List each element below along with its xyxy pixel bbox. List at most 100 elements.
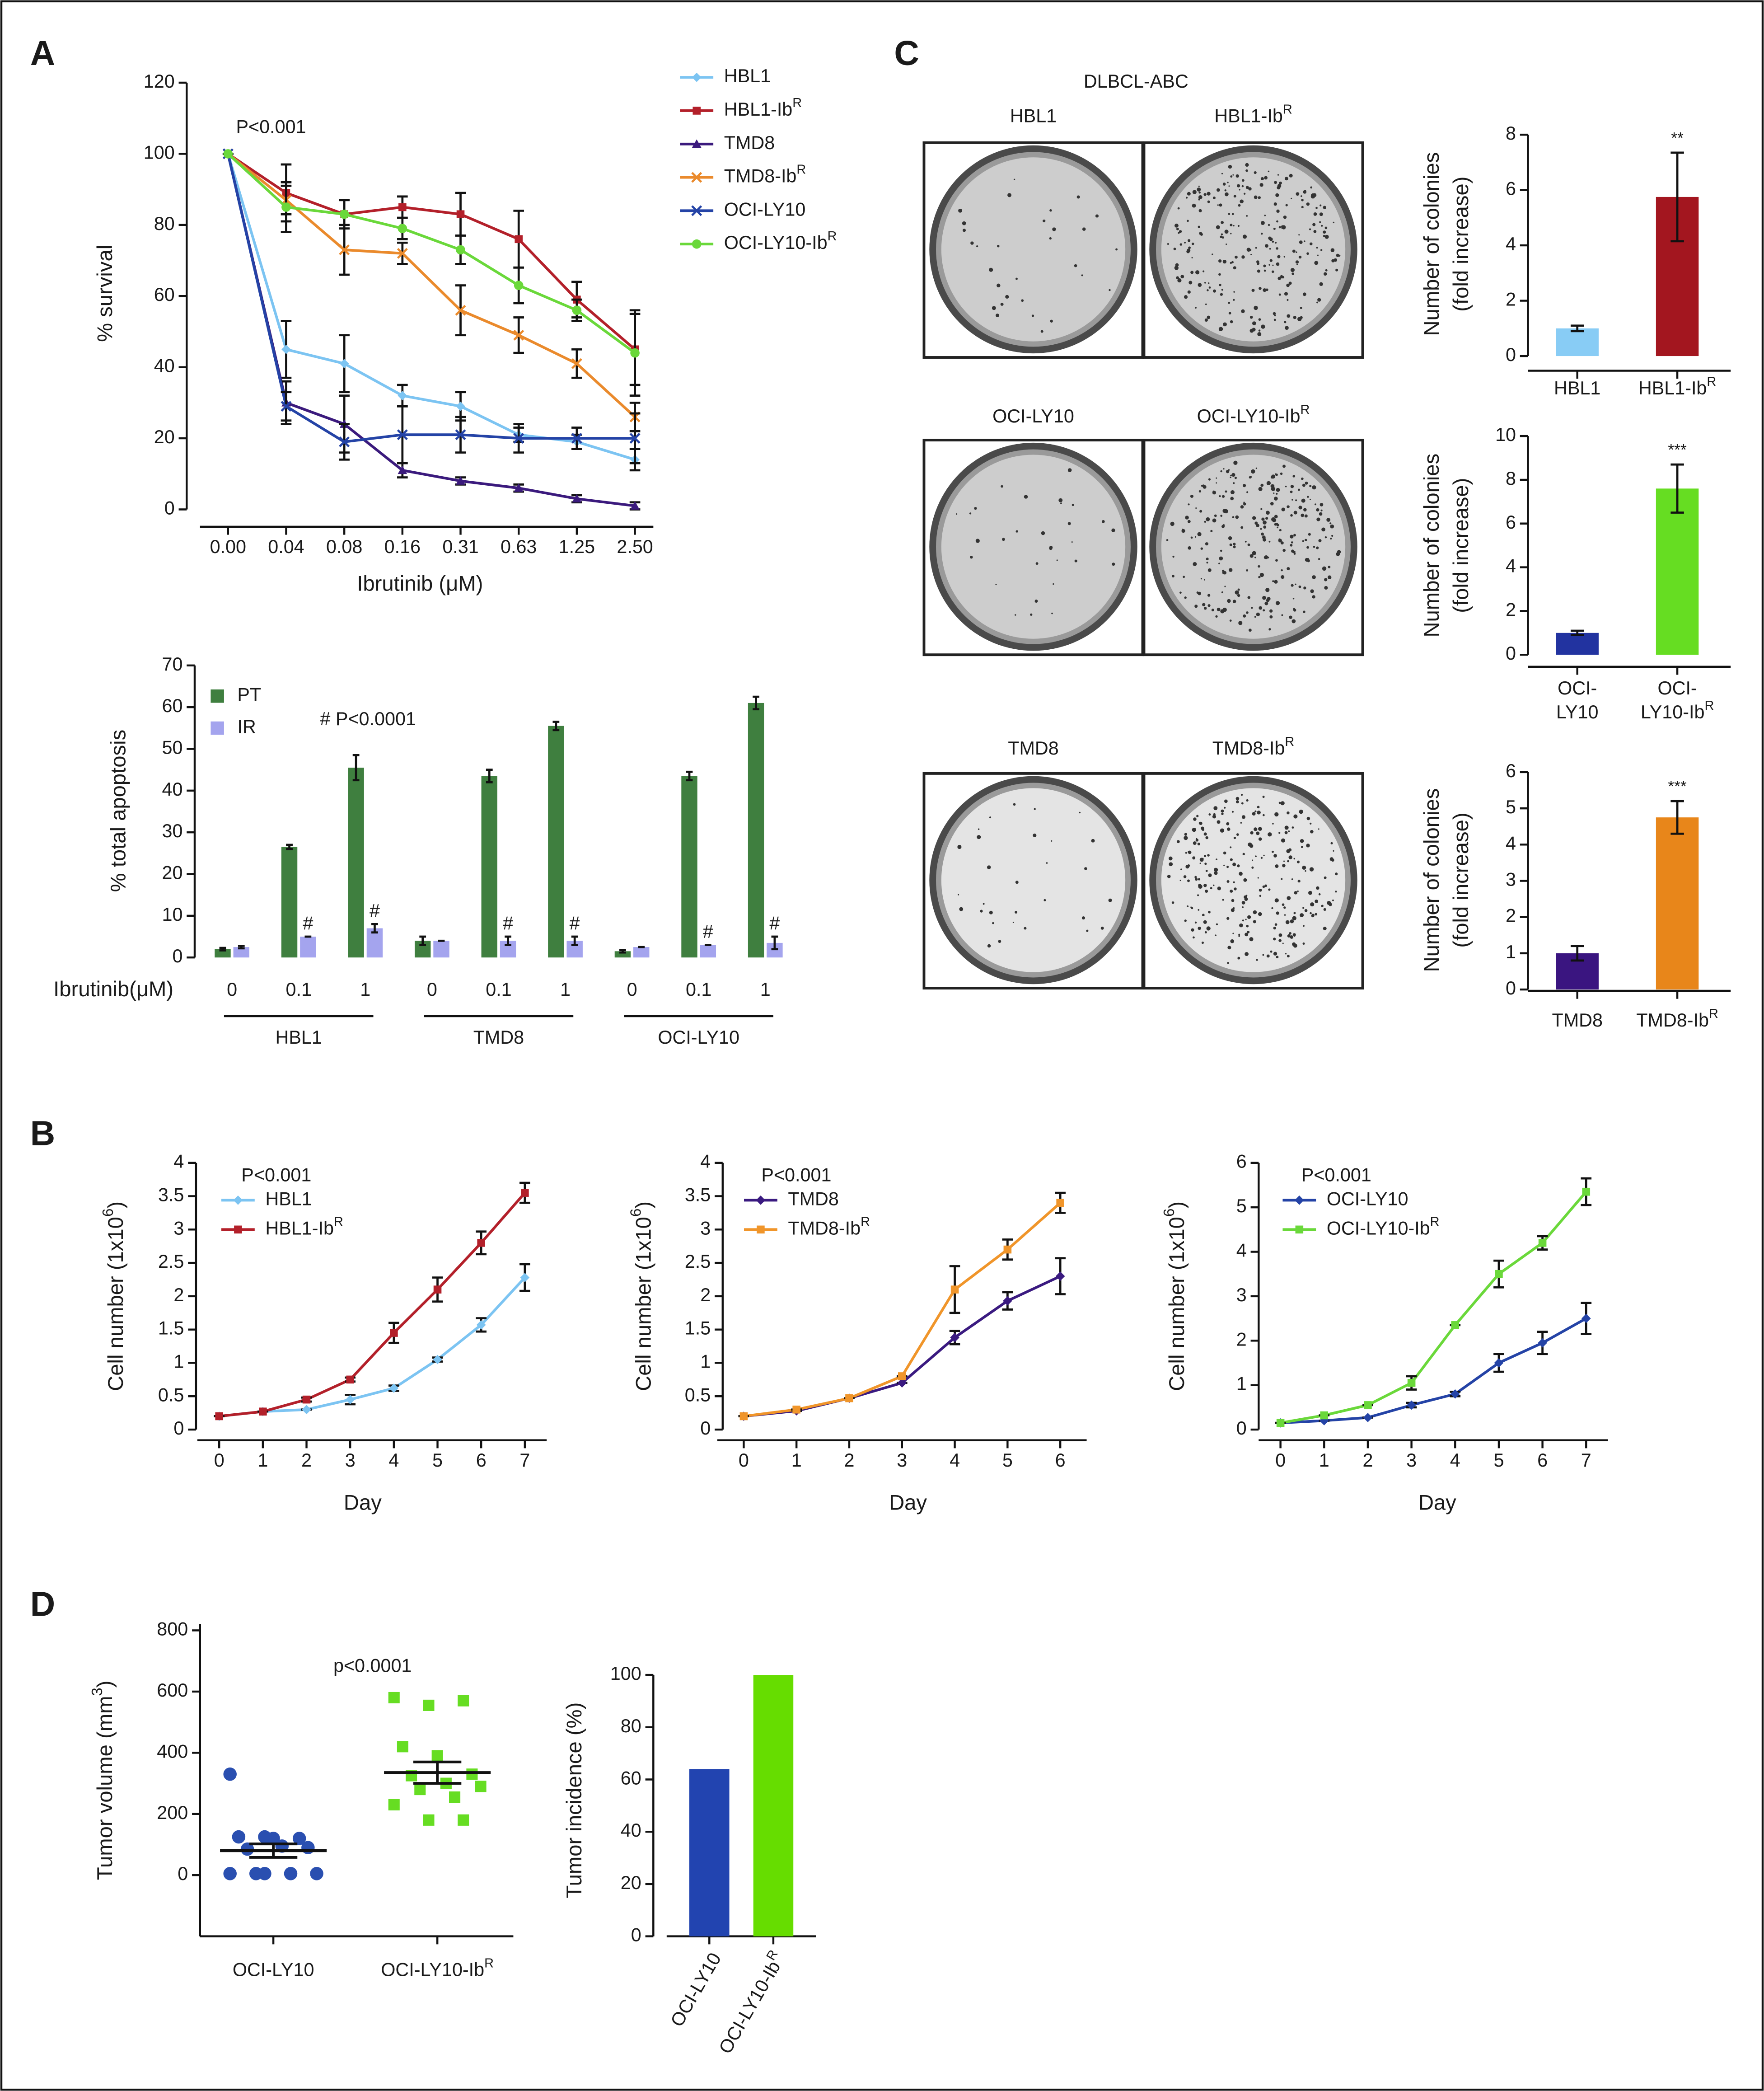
y-tick-label: 20: [154, 427, 175, 447]
colony: [1275, 601, 1280, 605]
colony: [1317, 298, 1321, 302]
dish-plate: [941, 455, 1126, 639]
colony: [1287, 505, 1290, 508]
colony: [1310, 902, 1315, 907]
x-tick-label: OCI-: [1657, 678, 1697, 699]
marker: [423, 1814, 435, 1826]
colony: [1301, 846, 1303, 849]
colony: [1293, 511, 1297, 515]
colony: [1217, 607, 1221, 611]
colony: [1230, 474, 1232, 477]
y-tick-label: 50: [162, 737, 182, 758]
colony: [1190, 271, 1194, 274]
legend-label: TMD8: [724, 132, 775, 153]
x-tick-label: 1: [791, 1450, 802, 1471]
colony: [1246, 491, 1249, 493]
bar-annotation: #: [303, 913, 313, 933]
colony: [1324, 234, 1329, 239]
x-tick-label: 1.25: [559, 536, 595, 557]
y-tick-label: 40: [154, 356, 175, 376]
colony: [1203, 832, 1207, 836]
marker: [284, 1867, 298, 1880]
colony: [1245, 169, 1248, 172]
x-axis-label: Ibrutinib(μM): [53, 977, 173, 1001]
colony: [1221, 809, 1224, 813]
colony: [1301, 199, 1304, 202]
x-tick-label: LY10: [1556, 702, 1598, 722]
colony: [1221, 233, 1223, 235]
colony: [1261, 532, 1264, 536]
marker: [423, 1699, 435, 1711]
colony: [1230, 262, 1232, 264]
colony: [1188, 281, 1193, 285]
colony: [1312, 223, 1316, 226]
colony: [1330, 524, 1334, 529]
colony: [1241, 901, 1245, 905]
marker: [515, 235, 523, 244]
colony: [1321, 225, 1323, 227]
colony: [1193, 856, 1195, 858]
x-tick-label: 0.16: [384, 536, 421, 557]
colony: [1291, 878, 1293, 880]
colony: [1260, 177, 1264, 181]
colony: [1276, 488, 1280, 492]
marker: [258, 1867, 271, 1880]
colony: [1178, 232, 1180, 234]
x-tick-label: TMD8: [1552, 1010, 1602, 1031]
x-tick-label: 2: [1362, 1450, 1373, 1471]
y-tick-label: 2: [1236, 1329, 1247, 1350]
colony: [1274, 314, 1276, 317]
colony: [1266, 954, 1270, 958]
colony: [1034, 808, 1036, 810]
colony: [1242, 919, 1244, 922]
colony: [1230, 233, 1232, 234]
colony: [1208, 813, 1211, 816]
bar: [1556, 633, 1599, 655]
colony: [1015, 277, 1018, 280]
legend-label: OCI-LY10-IbR: [724, 229, 837, 253]
legend-label: OCI-LY10: [1327, 1188, 1408, 1209]
colony: [1317, 254, 1319, 256]
colony: [1203, 270, 1205, 272]
y-tick-label: 3.5: [685, 1184, 711, 1205]
colony: [1224, 586, 1226, 587]
colony: [1276, 220, 1278, 223]
colony: [1235, 515, 1239, 519]
y-tick-label: 600: [157, 1680, 188, 1701]
colony: [1231, 261, 1234, 263]
colony: [1049, 237, 1052, 240]
marker: [281, 202, 291, 212]
colony: [1040, 330, 1043, 333]
colony: [1315, 206, 1318, 209]
y-tick-label: 100: [144, 142, 175, 163]
colony: [1249, 554, 1254, 558]
colony: [1231, 908, 1235, 912]
marker: [1451, 1321, 1460, 1329]
colony: [1302, 540, 1304, 542]
colony: [1296, 263, 1298, 265]
colony: [1269, 609, 1273, 613]
marker: [1538, 1239, 1547, 1247]
colony: [1227, 961, 1229, 964]
colony: [1273, 319, 1276, 321]
colony: [1319, 282, 1323, 286]
y-tick-label: 3: [173, 1218, 184, 1238]
colony: [1262, 595, 1266, 600]
y-tick-label: 70: [162, 654, 182, 675]
colony: [1168, 856, 1173, 861]
colony: [957, 844, 962, 849]
colony: [1208, 910, 1211, 914]
y-tick-label: 4: [173, 1151, 184, 1172]
colony: [1292, 597, 1295, 600]
colony: [1282, 464, 1286, 468]
colony: [1216, 482, 1217, 484]
panel-letter: A: [30, 34, 55, 73]
colony: [1179, 230, 1182, 233]
colony: [1254, 827, 1258, 831]
colony: [1335, 872, 1338, 876]
colony: [1199, 510, 1203, 513]
marker: [1582, 1187, 1591, 1196]
colony: [1237, 864, 1240, 867]
y-tick-label: 1: [1506, 942, 1516, 962]
colony: [1336, 253, 1339, 257]
